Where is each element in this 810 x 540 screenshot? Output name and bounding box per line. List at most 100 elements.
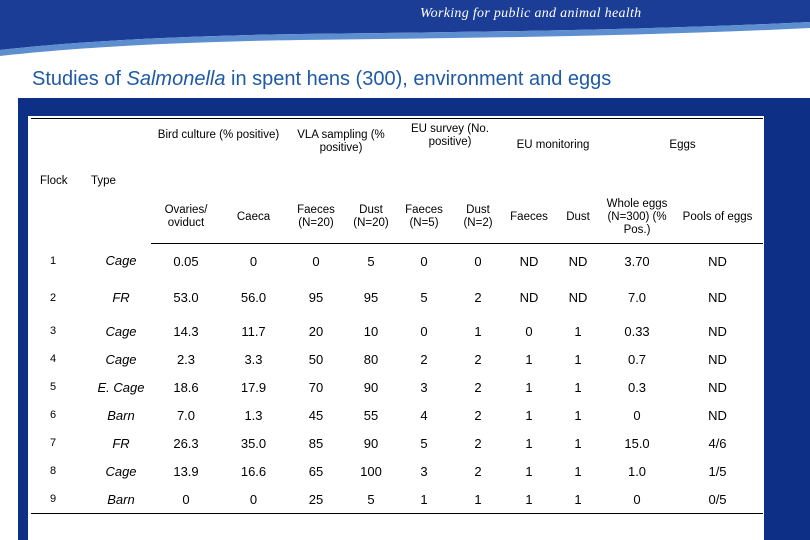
cell-monitoring-faeces: ND xyxy=(519,253,539,269)
cell-vla-faeces: 0 xyxy=(312,253,320,269)
cell-monitoring-faeces: 0 xyxy=(525,323,533,339)
cell-whole-eggs: 0.3 xyxy=(627,379,647,395)
col-header-type: Type xyxy=(91,118,151,244)
cell-type: Barn xyxy=(107,491,135,507)
cell-pools-of-eggs: ND xyxy=(708,323,727,339)
cell-vla-faeces: 50 xyxy=(308,351,324,367)
cell-ovaries: 0.05 xyxy=(173,253,199,269)
table-row: 9 Barn 0 0 25 5 1 1 1 1 0 0/5 xyxy=(31,485,764,514)
cell-vla-dust: 80 xyxy=(363,351,379,367)
cell-monitoring-dust: 1 xyxy=(574,351,582,367)
cell-monitoring-faeces: 1 xyxy=(525,351,533,367)
cell-ovaries: 14.3 xyxy=(173,323,199,339)
cell-vla-faeces: 45 xyxy=(308,407,324,423)
header-row-subcolumns: Ovaries/ oviduct Caeca Faeces (N=20) Dus… xyxy=(31,191,764,244)
table-row: 7 FR 26.3 35.0 85 90 5 2 1 1 15.0 4/6 xyxy=(31,429,763,457)
col-header-monitoring-faeces: Faeces xyxy=(504,191,555,244)
header-row-groups: Flock Type Bird culture (% positive) VLA… xyxy=(31,118,764,244)
cell-whole-eggs: 1.0 xyxy=(627,463,647,479)
col-header-eggs: Eggs xyxy=(602,118,764,191)
cell-eu-dust: 2 xyxy=(474,290,482,305)
cell-ovaries: 7.0 xyxy=(176,407,196,423)
results-table-container: Flock Type Bird culture (% positive) VLA… xyxy=(31,118,764,514)
cell-monitoring-dust: 1 xyxy=(574,379,582,395)
cell-whole-eggs: 0.33 xyxy=(624,323,650,339)
cell-caeca: 0 xyxy=(249,253,258,269)
table-row: 1 Cage 0.05 0 0 5 0 0 ND ND 3.70 ND xyxy=(31,244,763,279)
col-header-eu-monitoring: EU monitoring xyxy=(504,118,603,191)
cell-type: Barn xyxy=(107,407,135,423)
cell-type: FR xyxy=(112,435,130,451)
cell-pools-of-eggs: ND xyxy=(708,351,727,367)
cell-eu-dust: 2 xyxy=(474,463,482,479)
col-header-caeca: Caeca xyxy=(221,191,286,244)
cell-ovaries: 53.0 xyxy=(173,290,199,305)
cell-caeca: 3.3 xyxy=(244,351,263,367)
col-header-bird-culture: Bird culture (% positive) xyxy=(151,118,286,191)
cell-eu-faeces: 2 xyxy=(420,351,428,367)
results-table: Flock Type Bird culture (% positive) VLA… xyxy=(31,118,764,514)
cell-monitoring-faeces: 1 xyxy=(525,435,533,451)
title-suffix: in spent hens (300), environment and egg… xyxy=(225,68,612,90)
table-row: 6 Barn 7.0 1.3 45 55 4 2 1 1 0 ND xyxy=(31,401,763,429)
col-header-vla-faeces: Faeces (N=20) xyxy=(286,191,346,244)
cell-whole-eggs: 15.0 xyxy=(624,435,650,451)
table-row: 5 E. Cage 18.6 17.9 70 90 3 2 1 1 0.3 ND xyxy=(31,373,763,401)
cell-vla-dust: 5 xyxy=(367,253,375,269)
col-header-ovaries: Ovaries/ oviduct xyxy=(151,191,221,244)
cell-type: Cage xyxy=(105,351,137,367)
cell-monitoring-dust: 1 xyxy=(574,435,582,451)
cell-eu-dust: 2 xyxy=(474,435,482,451)
cell-type: FR xyxy=(112,290,130,305)
cell-ovaries: 0 xyxy=(182,491,190,507)
cell-whole-eggs: 0 xyxy=(633,491,641,507)
col-header-flock: Flock xyxy=(31,118,91,244)
cell-caeca: 17.9 xyxy=(240,379,267,395)
col-header-vla-sampling: VLA sampling (% positive) xyxy=(286,118,396,191)
table-row: 8 Cage 13.9 16.6 65 100 3 2 1 1 1.0 1/5 xyxy=(31,457,763,485)
cell-pools-of-eggs: 1/5 xyxy=(708,463,727,479)
cell-caeca: 0 xyxy=(249,491,258,507)
cell-vla-dust: 5 xyxy=(367,491,375,507)
table-row: 4 Cage 2.3 3.3 50 80 2 2 1 1 0.7 ND xyxy=(31,345,763,373)
cell-caeca: 35.0 xyxy=(240,435,267,451)
cell-vla-faeces: 25 xyxy=(308,491,324,507)
cell-whole-eggs: 3.70 xyxy=(624,253,650,269)
cell-flock: 5 xyxy=(50,381,57,393)
cell-monitoring-dust: 1 xyxy=(574,463,582,479)
cell-pools-of-eggs: 0/5 xyxy=(708,491,727,507)
page-title: Studies of Salmonella in spent hens (300… xyxy=(32,68,611,91)
cell-type: Cage xyxy=(105,463,137,479)
cell-pools-of-eggs: ND xyxy=(708,379,727,395)
cell-monitoring-dust: ND xyxy=(568,253,588,269)
col-header-eu-survey: EU survey (No. positive) xyxy=(396,118,505,191)
table-row: 2 FR 53.0 56.0 95 95 5 2 ND ND 7.0 ND xyxy=(31,278,763,317)
cell-eu-faeces: 0 xyxy=(420,253,428,269)
cell-ovaries: 18.6 xyxy=(173,379,199,395)
cell-ovaries: 13.9 xyxy=(173,463,199,479)
cell-vla-faeces: 95 xyxy=(308,290,324,305)
cell-whole-eggs: 7.0 xyxy=(627,290,647,305)
cell-eu-faeces: 3 xyxy=(420,463,428,479)
col-header-vla-dust: Dust (N=20) xyxy=(346,191,396,244)
cell-vla-faeces: 65 xyxy=(308,463,324,479)
cell-caeca: 56.0 xyxy=(240,290,267,305)
cell-pools-of-eggs: ND xyxy=(708,253,727,269)
cell-eu-faeces: 0 xyxy=(420,323,428,339)
cell-vla-dust: 95 xyxy=(363,290,379,305)
cell-flock: 8 xyxy=(50,465,57,477)
cell-vla-dust: 90 xyxy=(363,435,379,451)
cell-monitoring-faeces: 1 xyxy=(525,463,533,479)
cell-whole-eggs: 0 xyxy=(633,407,641,423)
title-prefix: Studies of xyxy=(32,68,127,90)
cell-pools-of-eggs: 4/6 xyxy=(708,435,727,451)
cell-vla-dust: 55 xyxy=(363,407,379,423)
cell-flock: 6 xyxy=(50,409,57,421)
cell-whole-eggs: 0.7 xyxy=(627,351,647,367)
cell-monitoring-faeces: 1 xyxy=(525,491,533,507)
header-banner: Working for public and animal health xyxy=(0,0,810,58)
cell-ovaries: 26.3 xyxy=(173,435,199,451)
cell-flock: 3 xyxy=(50,325,57,337)
cell-eu-faeces: 4 xyxy=(420,407,428,423)
cell-vla-dust: 100 xyxy=(360,463,382,479)
